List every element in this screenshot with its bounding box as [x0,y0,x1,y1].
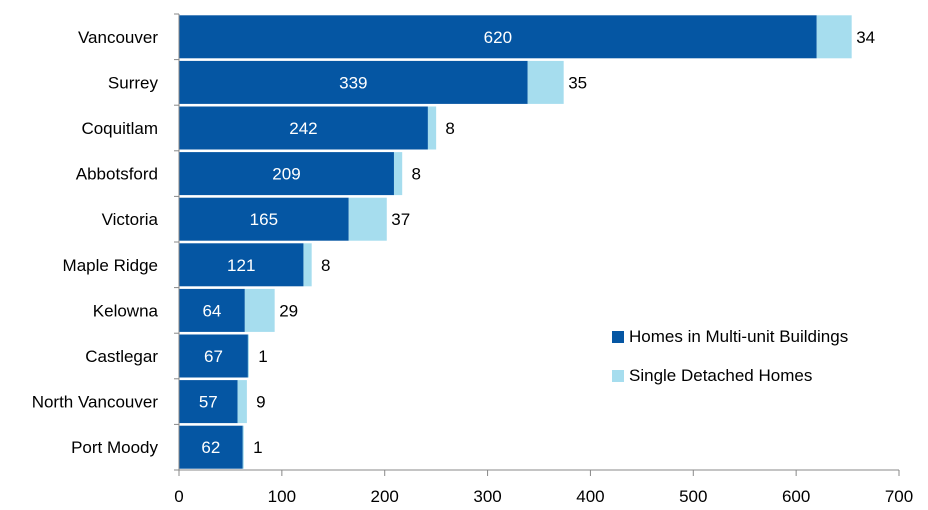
value-label-multi-unit-2: 242 [289,119,317,138]
legend: Homes in Multi-unit Buildings Single Deta… [612,327,848,385]
bar-single-detached-2 [427,106,437,150]
bar-multi-unit-6 [179,288,245,332]
category-label-5: Maple Ridge [63,256,158,275]
bar-single-detached-0 [816,15,852,59]
value-label-single-detached-2: 8 [445,119,454,138]
bar-multi-unit-1 [179,60,528,104]
bar-multi-unit-2 [179,106,428,150]
x-tick-label-7: 700 [885,487,913,506]
value-label-single-detached-4: 37 [391,210,410,229]
legend-swatch-0 [612,331,624,343]
category-label-2: Coquitlam [81,119,158,138]
bar-multi-unit-3 [179,152,394,196]
x-tick-label-0: 0 [174,487,183,506]
value-label-single-detached-1: 35 [568,73,587,92]
bar-single-detached-7 [247,334,249,378]
legend-label-0: Homes in Multi-unit Buildings [629,327,848,346]
value-label-single-detached-8: 9 [256,393,265,412]
axes-layer: 0 100 200 300 400 500 600 700 [174,13,913,506]
value-label-single-detached-9: 1 [253,438,262,457]
value-label-multi-unit-6: 64 [202,301,221,320]
value-label-multi-unit-7: 67 [204,347,223,366]
bar-single-detached-3 [393,152,403,196]
x-tick-label-4: 400 [576,487,604,506]
category-label-1: Surrey [108,73,159,92]
x-tick-label-6: 600 [782,487,810,506]
value-label-single-detached-6: 29 [279,301,298,320]
bar-single-detached-9 [242,425,244,469]
value-label-multi-unit-5: 121 [227,256,255,275]
bar-multi-unit-8 [179,380,238,424]
category-label-8: North Vancouver [32,393,159,412]
legend-swatch-1 [612,370,624,382]
legend-label-1: Single Detached Homes [629,366,812,385]
bars-layer [179,15,852,469]
bar-single-detached-6 [244,288,275,332]
x-tick-label-3: 300 [473,487,501,506]
bar-multi-unit-4 [179,197,349,241]
category-label-0: Vancouver [78,28,158,47]
bar-single-detached-8 [237,380,247,424]
bar-multi-unit-0 [179,15,817,59]
category-label-9: Port Moody [71,438,158,457]
bar-multi-unit-7 [179,334,248,378]
bar-multi-unit-5 [179,243,304,287]
category-label-4: Victoria [102,210,159,229]
value-label-multi-unit-1: 339 [339,73,367,92]
value-label-multi-unit-9: 62 [201,438,220,457]
category-label-3: Abbotsford [76,165,158,184]
x-tick-label-5: 500 [679,487,707,506]
value-label-multi-unit-4: 165 [250,210,278,229]
bar-single-detached-4 [348,197,387,241]
category-label-6: Kelowna [93,301,159,320]
bar-single-detached-1 [527,60,564,104]
value-label-single-detached-7: 1 [258,347,267,366]
x-tick-label-1: 100 [268,487,296,506]
labels-layer: Vancouver 620 34 Surrey 339 35 Coquitlam 242 8 Ab… [32,28,875,457]
value-label-single-detached-5: 8 [321,256,330,275]
bar-single-detached-5 [303,243,312,287]
value-label-single-detached-0: 34 [856,28,875,47]
value-label-multi-unit-0: 620 [484,28,512,47]
bar-multi-unit-9 [179,425,243,469]
value-label-single-detached-3: 8 [411,165,420,184]
value-label-multi-unit-3: 209 [272,165,300,184]
value-label-multi-unit-8: 57 [199,393,218,412]
category-label-7: Castlegar [85,347,158,366]
x-tick-label-2: 200 [371,487,399,506]
